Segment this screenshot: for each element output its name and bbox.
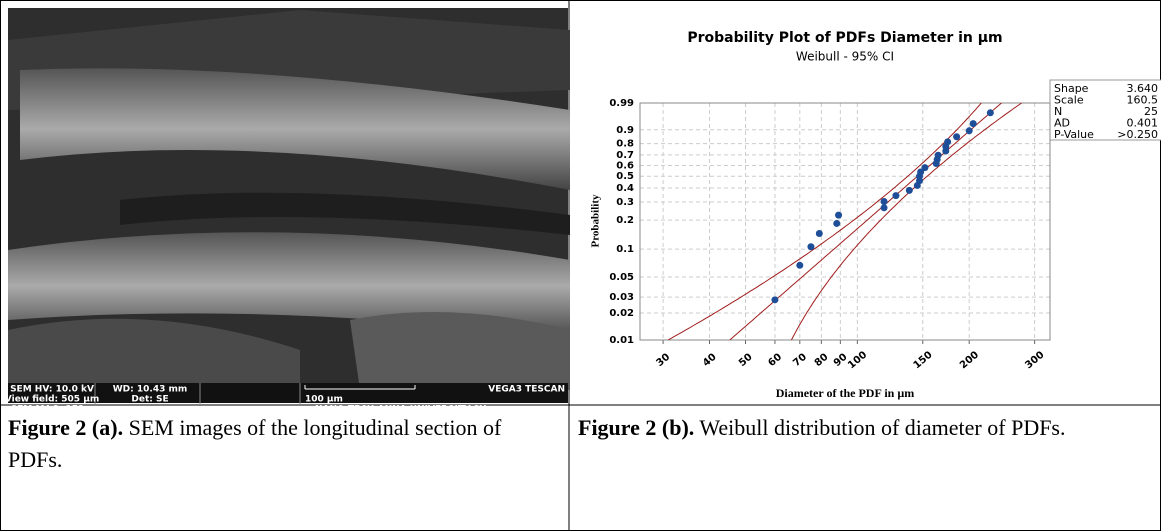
y-tick-label: 0.05 [609, 272, 634, 283]
y-axis-label: Probability [590, 194, 602, 247]
x-tick-label: 150 [912, 349, 935, 371]
y-tick-label: 0.99 [609, 98, 634, 109]
caption: Figure 2 (a). SEM images of the longitud… [8, 412, 558, 476]
stat-label: P-Value [1054, 128, 1094, 141]
data-point [969, 120, 977, 128]
y-tick-label: 0.6 [616, 160, 634, 171]
ci-band [790, 103, 1023, 340]
x-tick-label: 60 [766, 352, 784, 369]
x-tick-label: 100 [846, 349, 869, 371]
data-point [880, 197, 888, 205]
caption-text: Weibull distribution of diameter of PDFs… [694, 415, 1066, 440]
data-point [833, 219, 841, 227]
data-point [953, 133, 961, 141]
y-tick-label: 0.2 [616, 215, 634, 226]
sem-lab: NANO TECH,ANNA UNIVERSITY,CH [315, 405, 487, 415]
y-tick-label: 0.4 [616, 183, 634, 194]
caption: Figure 2 (b). Weibull distribution of di… [578, 412, 1148, 444]
stat-label: Shape [1054, 82, 1089, 95]
data-point [815, 229, 823, 237]
sem-det: Det: SE [131, 395, 168, 405]
stat-value: >0.250 [1117, 128, 1158, 141]
stat-label: AD [1054, 117, 1070, 130]
sem-hv: SEM HV: 10.0 kV [10, 385, 94, 395]
caption-text: SEM images of the longitudinal section o… [8, 415, 502, 472]
y-tick-label: 0.7 [616, 150, 634, 161]
x-tick-label: 70 [791, 352, 809, 369]
x-tick-label: 50 [737, 352, 755, 369]
data-point [807, 243, 815, 251]
chart-title: Probability Plot of PDFs Diameter in µm [687, 30, 1002, 46]
sem-scale-bar: 100 µm [305, 395, 343, 405]
caption-label: Figure 2 (a). [8, 415, 124, 440]
x-tick-label: 30 [655, 352, 673, 369]
sem-mag: SEM MAG: 252 x [11, 405, 94, 415]
x-axis-label: Diameter of the PDF in µm [776, 386, 915, 400]
x-tick-label: 200 [958, 349, 981, 371]
stat-value: 3.640 [1127, 82, 1159, 95]
data-point [796, 261, 804, 269]
x-tick-label: 300 [1023, 349, 1046, 371]
data-point [835, 211, 843, 219]
caption-label: Figure 2 (b). [578, 415, 695, 440]
x-tick-label: 90 [832, 352, 850, 369]
ci-band [667, 103, 982, 340]
stat-value: 0.401 [1127, 117, 1159, 130]
y-tick-label: 0.1 [616, 244, 634, 255]
y-tick-label: 0.9 [616, 125, 634, 136]
y-tick-label: 0.03 [609, 292, 634, 303]
x-tick-label: 80 [813, 352, 831, 369]
plot-frame [639, 102, 1051, 341]
stat-value: 25 [1144, 105, 1158, 118]
sem-view-field: View field: 505 µm [5, 395, 99, 405]
data-point [771, 296, 779, 304]
data-point [892, 192, 900, 200]
sem-brand: VEGA3 TESCAN [488, 385, 565, 395]
chart-subtitle: Weibull - 95% CI [796, 50, 894, 64]
sem-info-bar: SEM HV: 10.0 kV WD: 10.43 mm VEGA3 TESCA… [5, 383, 565, 415]
y-tick-label: 0.02 [609, 308, 634, 319]
data-point [917, 168, 925, 176]
data-point [965, 127, 973, 135]
fit-lines [667, 103, 1023, 340]
data-point [880, 204, 888, 212]
data-point [905, 186, 913, 194]
y-tick-label: 0.3 [616, 197, 634, 208]
y-tick-label: 0.5 [616, 171, 634, 182]
stat-label: N [1054, 105, 1062, 118]
stats-box [1049, 79, 1161, 141]
sem-wd: WD: 10.43 mm [113, 385, 188, 395]
data-point [986, 109, 994, 117]
y-tick-label: 0.8 [616, 139, 634, 150]
x-tick-label: 40 [701, 352, 719, 369]
data-point [944, 138, 952, 146]
sem-image [8, 8, 570, 403]
data-point [934, 151, 942, 159]
stat-value: 160.5 [1127, 94, 1159, 107]
stat-label: Scale [1054, 94, 1084, 107]
data-point [921, 164, 929, 172]
fit-line [729, 103, 1003, 340]
y-tick-label: 0.01 [609, 335, 634, 346]
